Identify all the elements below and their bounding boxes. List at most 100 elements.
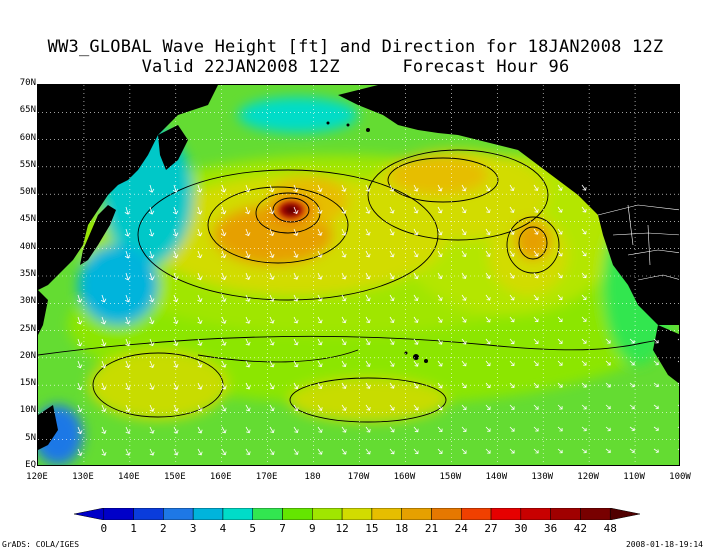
direction-arrow <box>197 404 203 412</box>
direction-arrow <box>173 426 179 434</box>
direction-arrow <box>341 404 347 411</box>
direction-arrow <box>293 360 299 368</box>
colorbar-cell <box>163 508 194 520</box>
colorbar-label: 3 <box>189 522 197 535</box>
direction-arrow <box>509 250 515 257</box>
direction-arrow <box>557 294 563 301</box>
colorbar-cell <box>312 508 343 520</box>
colorbar <box>74 508 640 520</box>
direction-arrow <box>221 338 227 346</box>
direction-arrow <box>557 338 563 344</box>
direction-arrow <box>557 228 563 235</box>
direction-arrow <box>77 382 83 391</box>
direction-arrow <box>149 404 155 412</box>
direction-arrow <box>221 206 227 215</box>
wave-direction-arrows <box>76 184 679 456</box>
direction-arrow <box>149 382 155 390</box>
direction-arrow <box>605 404 611 410</box>
direction-arrow <box>437 228 443 236</box>
direction-arrow <box>437 404 443 411</box>
lon-tick-label: 170W <box>347 472 370 482</box>
direction-arrow <box>245 294 251 302</box>
direction-arrow <box>629 404 635 410</box>
direction-arrow <box>461 382 467 389</box>
direction-arrow <box>581 338 587 344</box>
direction-arrow <box>581 404 587 410</box>
direction-arrow <box>245 426 251 434</box>
direction-arrow <box>485 360 491 367</box>
direction-arrow <box>581 228 587 235</box>
direction-arrow <box>653 448 659 453</box>
direction-arrow <box>365 382 371 389</box>
direction-arrow <box>485 294 491 301</box>
direction-arrow <box>269 404 275 412</box>
colorbar-cell <box>222 508 253 520</box>
lat-tick-label: EQ <box>25 460 36 470</box>
direction-arrow <box>317 250 323 258</box>
direction-arrow <box>365 250 371 258</box>
lon-tick-label: 150W <box>439 472 462 482</box>
direction-arrow <box>124 272 131 281</box>
direction-arrow <box>245 184 251 193</box>
direction-arrow <box>293 250 299 258</box>
direction-arrow <box>173 294 179 303</box>
direction-arrow <box>197 426 203 434</box>
direction-arrow <box>341 316 347 324</box>
direction-arrow <box>485 250 491 257</box>
direction-arrow <box>653 426 659 432</box>
direction-arrow <box>509 448 515 454</box>
direction-arrow <box>149 426 155 434</box>
direction-arrow <box>413 206 419 214</box>
direction-arrow <box>173 272 179 281</box>
direction-arrow <box>461 426 467 432</box>
direction-arrow <box>269 338 275 346</box>
direction-arrow <box>269 250 275 258</box>
direction-arrow <box>269 316 275 324</box>
direction-arrow <box>221 426 227 434</box>
colorbar-label: 27 <box>484 522 498 535</box>
direction-arrow <box>221 272 227 281</box>
direction-arrow <box>461 338 467 345</box>
direction-arrow <box>221 228 227 237</box>
direction-arrow <box>197 250 203 259</box>
direction-arrow <box>437 316 443 323</box>
colorbar-label: 7 <box>279 522 286 535</box>
direction-arrow <box>389 382 395 389</box>
direction-arrow <box>341 294 347 302</box>
direction-arrow <box>461 360 467 367</box>
direction-arrow <box>413 338 419 345</box>
direction-arrow <box>101 360 107 369</box>
direction-arrow <box>365 228 371 236</box>
colorbar-label: 2 <box>160 522 167 535</box>
direction-arrow <box>196 206 203 215</box>
direction-arrow <box>605 426 611 432</box>
direction-arrow <box>581 206 587 213</box>
direction-arrow <box>149 272 155 281</box>
direction-arrow <box>413 360 419 367</box>
colorbar-label: 0 <box>100 522 108 535</box>
lat-tick-label: 10N <box>19 405 36 416</box>
direction-arrow <box>389 448 395 455</box>
direction-arrow <box>413 250 419 258</box>
colorbar-cell <box>282 508 313 520</box>
direction-arrow <box>317 184 323 193</box>
lon-tick-label: 160W <box>393 472 416 482</box>
direction-arrow <box>341 228 347 236</box>
direction-arrow <box>245 206 251 215</box>
direction-arrow <box>221 360 227 368</box>
direction-arrow <box>557 426 563 432</box>
direction-arrow <box>557 206 563 213</box>
lon-tick-label: 140E <box>118 472 140 482</box>
direction-arrow <box>413 426 419 433</box>
direction-arrow <box>605 338 611 344</box>
direction-arrow <box>437 206 443 214</box>
direction-arrow <box>581 184 587 191</box>
direction-arrow <box>677 404 679 407</box>
land-masses <box>38 85 679 450</box>
direction-arrow <box>509 184 515 192</box>
colorbar-label: 1 <box>130 522 137 535</box>
direction-arrow <box>413 184 419 192</box>
direction-arrow <box>196 184 203 193</box>
direction-arrow <box>149 316 155 325</box>
direction-arrow <box>317 404 323 411</box>
